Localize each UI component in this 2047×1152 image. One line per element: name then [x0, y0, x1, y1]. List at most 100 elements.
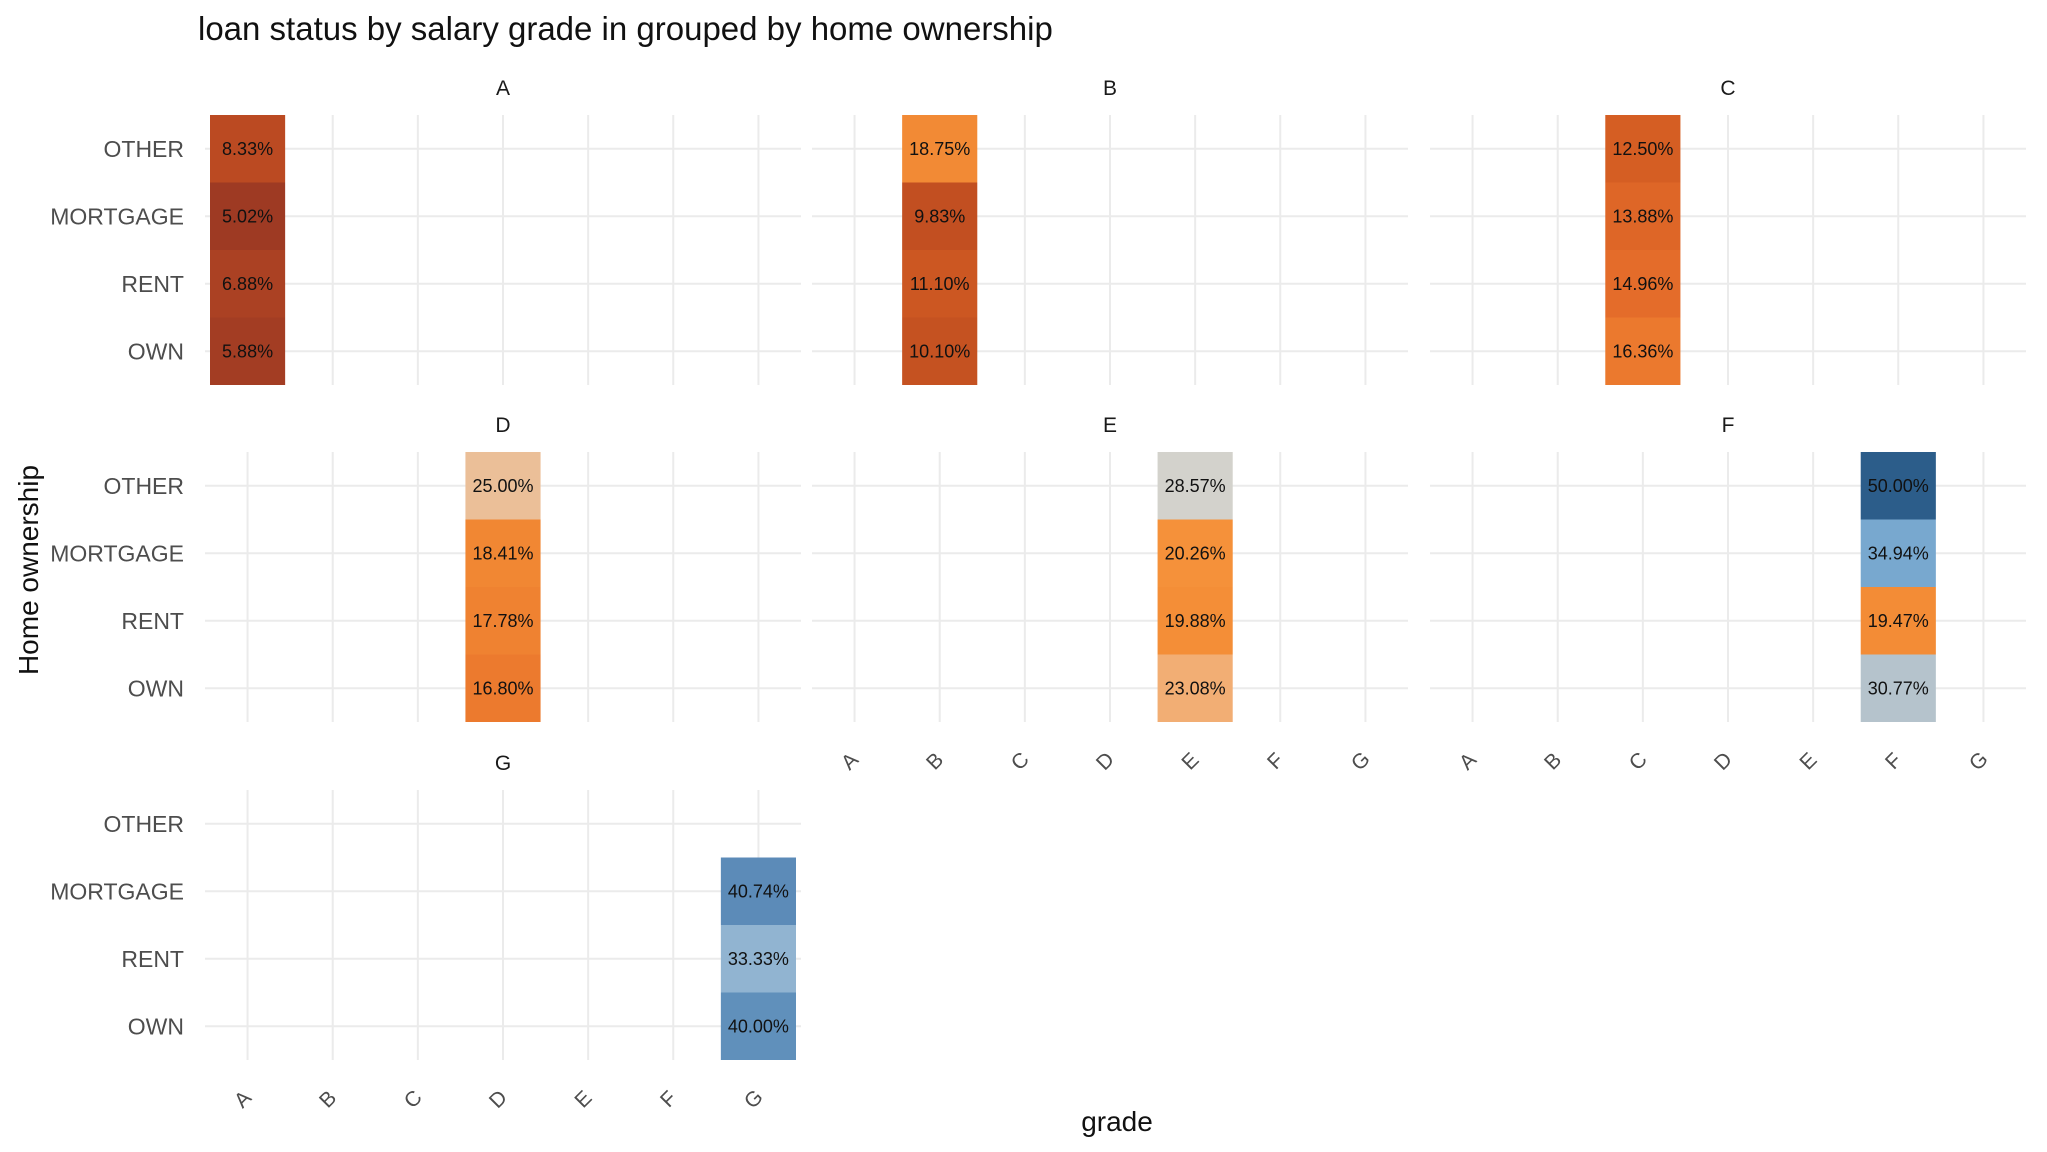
facet-strip-label: A [496, 77, 510, 100]
facet-panels: A 8.33% 5.02% 6.88% 5.88% OWN RENT MORTGAGE OTHE… [50, 77, 2026, 1113]
tile-value-label: 13.88% [1612, 206, 1673, 226]
y-tick-label: MORTGAGE [50, 540, 184, 566]
facet-strip-label: B [1103, 77, 1117, 100]
y-tick-label: OWN [128, 1013, 184, 1039]
x-tick-label: G [1965, 747, 1993, 775]
x-tick-label: A [1455, 748, 1481, 774]
x-axis-title: grade [1081, 1106, 1153, 1137]
facet-panel-a: A 8.33% 5.02% 6.88% 5.88% OWN RENT MORTGAGE OTHE… [50, 77, 801, 385]
heatmap-tile [1157, 587, 1233, 655]
heatmap-tile [210, 317, 286, 385]
tile-value-label: 30.77% [1868, 678, 1929, 698]
facet-strip-label: E [1103, 414, 1117, 437]
y-tick-label: MORTGAGE [50, 203, 184, 229]
x-tick-label: F [1263, 749, 1288, 774]
x-tick-label: E [1795, 748, 1821, 774]
heatmap-tile [1860, 654, 1936, 722]
tile-value-label: 11.10% [910, 274, 970, 294]
x-tick-label: F [656, 1087, 681, 1112]
facet-panel-b: B 18.75% 9.83% 11.10% 10.10% [812, 77, 1408, 385]
heatmap-tile [210, 182, 286, 250]
x-tick-label: D [1092, 748, 1119, 775]
x-tick-label: E [570, 1086, 596, 1112]
heatmap-tile [902, 115, 978, 183]
y-tick-label: OTHER [104, 136, 185, 162]
heatmap-tile [1157, 519, 1233, 587]
tile-value-label: 19.88% [1165, 611, 1226, 631]
x-tick-label: E [1177, 748, 1203, 774]
heatmap-tile [465, 452, 541, 520]
tile-value-label: 40.74% [728, 881, 789, 901]
heatmap-tile [1157, 654, 1233, 722]
heatmap-tile [1605, 115, 1681, 183]
y-tick-label: RENT [121, 608, 184, 634]
heatmap-tile [210, 115, 286, 183]
tile-value-label: 12.50% [1612, 139, 1673, 159]
tile-value-label: 9.83% [914, 206, 965, 226]
tile-value-label: 34.94% [1868, 543, 1929, 563]
x-tick-label: G [740, 1085, 768, 1113]
heatmap-tile [1605, 317, 1681, 385]
tile-value-label: 25.00% [472, 476, 533, 496]
tile-value-label: 23.08% [1165, 678, 1226, 698]
heatmap-tile [465, 654, 541, 722]
x-tick-label: A [230, 1086, 256, 1112]
facet-panel-c: C 12.50% 13.88% 14.96% 16.36% [1430, 77, 2026, 385]
x-tick-label: B [1540, 748, 1566, 774]
tile-value-label: 5.88% [222, 341, 273, 361]
x-tick-label: F [1881, 749, 1906, 774]
tile-value-label: 16.36% [1612, 341, 1673, 361]
heatmap-tile [902, 182, 978, 250]
tile-value-label: 16.80% [472, 678, 533, 698]
heatmap-tile [210, 250, 286, 318]
tile-value-label: 18.41% [472, 543, 533, 563]
tile-value-label: 6.88% [222, 274, 273, 294]
y-tick-label: RENT [121, 271, 184, 297]
tile-value-label: 28.57% [1165, 476, 1226, 496]
x-tick-label: C [1007, 748, 1034, 775]
heatmap-tile [1860, 587, 1936, 655]
y-tick-label: MORTGAGE [50, 878, 184, 904]
tile-value-label: 5.02% [222, 206, 273, 226]
heatmap-tile [465, 587, 541, 655]
tile-value-label: 19.47% [1868, 611, 1929, 631]
x-tick-label: C [1625, 748, 1652, 775]
y-tick-label: RENT [121, 946, 184, 972]
x-tick-label: B [315, 1086, 341, 1112]
x-tick-label: D [1710, 748, 1737, 775]
heatmap-tile [1605, 250, 1681, 318]
y-tick-label: OTHER [104, 811, 185, 837]
y-tick-label: OWN [128, 675, 184, 701]
facet-panel-d: D 25.00% 18.41% 17.78% 16.80% OWN RENT MORTGAGE… [50, 414, 801, 722]
y-tick-label: OWN [128, 338, 184, 364]
y-tick-label: OTHER [104, 473, 185, 499]
heatmap-tile [720, 857, 796, 925]
heatmap-tile [902, 317, 978, 385]
x-tick-label: G [1347, 747, 1375, 775]
y-axis-title: Home ownership [13, 465, 44, 675]
heatmap-tile [465, 519, 541, 587]
heatmap-tile [1860, 452, 1936, 520]
facet-panel-e: E 28.57% 20.26% 19.88% 23.08% A B C D E F G [812, 414, 1408, 775]
facet-panel-g: G 40.74% 33.33% 40.00% OWN RENT MORTGAGE OTHER A… [50, 752, 801, 1113]
facet-strip-label: G [495, 752, 511, 775]
facet-strip-label: C [1720, 77, 1735, 100]
tile-value-label: 40.00% [728, 1016, 789, 1036]
heatmap-tile [902, 250, 978, 318]
x-tick-label: D [485, 1086, 512, 1113]
tile-value-label: 8.33% [222, 139, 273, 159]
heatmap-tile [720, 992, 796, 1060]
heatmap-tile [1605, 182, 1681, 250]
heatmap-tile [720, 925, 796, 993]
facet-panel-f: F 50.00% 34.94% 19.47% 30.77% A B C D E F G [1430, 414, 2026, 775]
tile-value-label: 33.33% [728, 949, 789, 969]
tile-value-label: 17.78% [472, 611, 533, 631]
chart-title: loan status by salary grade in grouped b… [198, 10, 1053, 47]
tile-value-label: 50.00% [1868, 476, 1929, 496]
heatmap-tile [1860, 519, 1936, 587]
tile-value-label: 18.75% [909, 139, 970, 159]
x-tick-label: C [400, 1086, 427, 1113]
facet-strip-label: F [1722, 414, 1735, 437]
x-tick-label: B [922, 748, 948, 774]
